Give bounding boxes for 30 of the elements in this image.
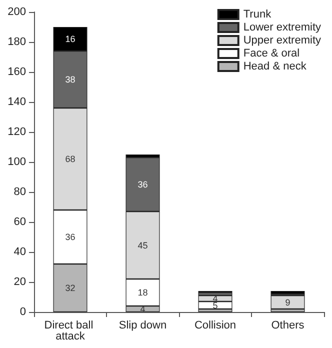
y-tick-label: 40 bbox=[14, 246, 26, 258]
x-tick-label: Collision bbox=[194, 320, 236, 332]
y-tick-label: 20 bbox=[14, 276, 26, 288]
y-tick-label: 140 bbox=[8, 96, 26, 108]
data-label: 36 bbox=[65, 232, 76, 242]
x-tick-label: Direct ball attack bbox=[44, 320, 96, 342]
data-label: 4 bbox=[140, 304, 146, 314]
data-label: 18 bbox=[138, 288, 148, 298]
x-tick-label: Others bbox=[271, 320, 305, 332]
y-tick-label: 160 bbox=[8, 66, 26, 78]
data-label: 68 bbox=[65, 154, 76, 164]
legend-label: Trunk bbox=[243, 8, 272, 20]
y-tick-label: 80 bbox=[14, 186, 26, 198]
y-tick-label: 120 bbox=[8, 126, 26, 138]
data-label: 36 bbox=[138, 180, 148, 190]
data-label: 9 bbox=[285, 297, 290, 308]
data-label: 45 bbox=[138, 240, 148, 250]
legend-label: Face & oral bbox=[243, 48, 300, 60]
legend-label: Lower extremity bbox=[243, 22, 322, 34]
y-tick-label: 100 bbox=[8, 156, 26, 168]
y-tick-label: 0 bbox=[20, 306, 26, 318]
y-tick-label: 60 bbox=[14, 216, 26, 228]
y-tick-label: 200 bbox=[8, 6, 26, 18]
data-label: 32 bbox=[65, 283, 76, 293]
data-label: 38 bbox=[65, 74, 76, 84]
y-tick-label: 180 bbox=[8, 36, 26, 48]
x-tick-label: Slip down bbox=[118, 320, 167, 332]
data-label: 16 bbox=[65, 34, 76, 44]
legend-label: Head & neck bbox=[243, 60, 307, 72]
legend-label: Upper extremity bbox=[243, 34, 322, 46]
